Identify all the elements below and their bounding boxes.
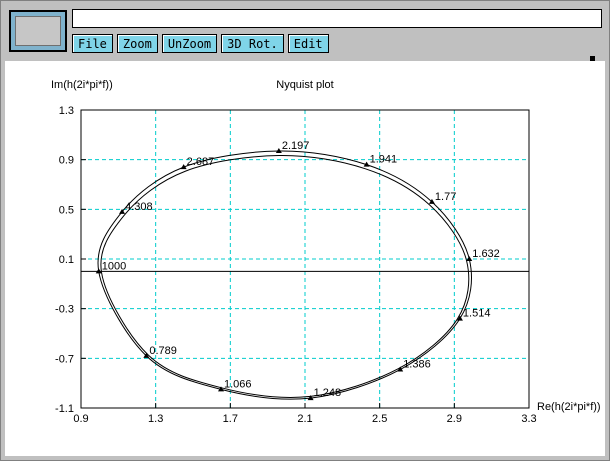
y-tick-label: 0.5	[59, 204, 74, 216]
x-tick-label: 2.5	[372, 413, 387, 425]
y-tick-label: 1.3	[59, 105, 74, 117]
frequency-markers: 1000 4.308 2.687 2.197 1.941 1.77 1.632 1.514 1.…	[95, 140, 500, 401]
frequency-marker	[218, 386, 224, 392]
frequency-marker	[180, 164, 187, 170]
unzoom-button[interactable]: UnZoom	[161, 34, 218, 53]
thumbnail-preview	[15, 16, 61, 46]
frequency-label: 1000	[102, 260, 126, 272]
frequency-marker	[95, 268, 102, 274]
y-tick-label: 0.1	[59, 254, 74, 266]
x-axis-label: Re(h(2i*pi*f))	[537, 401, 601, 413]
file-button[interactable]: File	[72, 34, 113, 53]
frequency-marker	[466, 256, 473, 261]
frequency-label: 2.197	[282, 140, 310, 152]
frequency-marker	[275, 147, 282, 153]
toolbar: File Zoom UnZoom 3D Rot. Edit	[72, 34, 329, 53]
axis-ticks: 0.9 1.3 1.7 2.1 2.5 2.9 3.3 1.3 0.9 0.5 0.1 -0.3 -0.…	[55, 105, 537, 425]
resize-handle[interactable]	[590, 56, 595, 61]
edit-button[interactable]: Edit	[287, 34, 329, 53]
y-tick-label: 0.9	[59, 155, 74, 167]
x-tick-label: 3.3	[521, 413, 536, 425]
x-tick-label: 2.1	[297, 413, 312, 425]
x-tick-label: 1.7	[223, 413, 238, 425]
frequency-label: 1.386	[403, 359, 431, 371]
frequency-label: 0.789	[149, 345, 177, 357]
frequency-label: 1.514	[463, 308, 491, 320]
frequency-label: 1.632	[472, 248, 500, 260]
y-tick-label: -0.7	[55, 353, 74, 365]
y-tick-label: -0.3	[55, 304, 74, 316]
frequency-marker	[456, 315, 463, 321]
frequency-marker	[307, 395, 314, 401]
y-tick-label: -1.1	[55, 403, 74, 415]
grid	[81, 110, 529, 408]
chart-title: Nyquist plot	[276, 79, 333, 91]
frequency-label: 4.308	[125, 201, 153, 213]
3d-rotation-button[interactable]: 3D Rot.	[221, 34, 284, 53]
frequency-marker	[428, 198, 435, 204]
nyquist-chart: 0.9 1.3 1.7 2.1 2.5 2.9 3.3 1.3 0.9 0.5 0.1 -0.3 -0.…	[51, 79, 601, 425]
frequency-marker	[143, 352, 150, 358]
x-tick-label: 2.9	[447, 413, 462, 425]
window-thumbnail[interactable]	[9, 10, 67, 52]
frequency-label: 1.77	[435, 191, 456, 203]
zoom-button[interactable]: Zoom	[116, 34, 158, 53]
frequency-marker	[119, 208, 126, 214]
x-tick-label: 0.9	[73, 413, 88, 425]
frequency-marker	[363, 161, 370, 167]
frequency-label: 1.248	[314, 387, 342, 399]
frequency-marker	[397, 366, 404, 372]
figure-title-field[interactable]	[72, 9, 602, 28]
y-axis-label: Im(h(2i*pi*f))	[51, 79, 113, 91]
frequency-label: 2.687	[187, 156, 215, 168]
frequency-label: 1.941	[370, 154, 398, 166]
x-tick-label: 1.3	[148, 413, 163, 425]
frequency-label: 1.066	[224, 378, 252, 390]
plot-canvas: 0.9 1.3 1.7 2.1 2.5 2.9 3.3 1.3 0.9 0.5 0.1 -0.3 -0.…	[5, 61, 605, 456]
